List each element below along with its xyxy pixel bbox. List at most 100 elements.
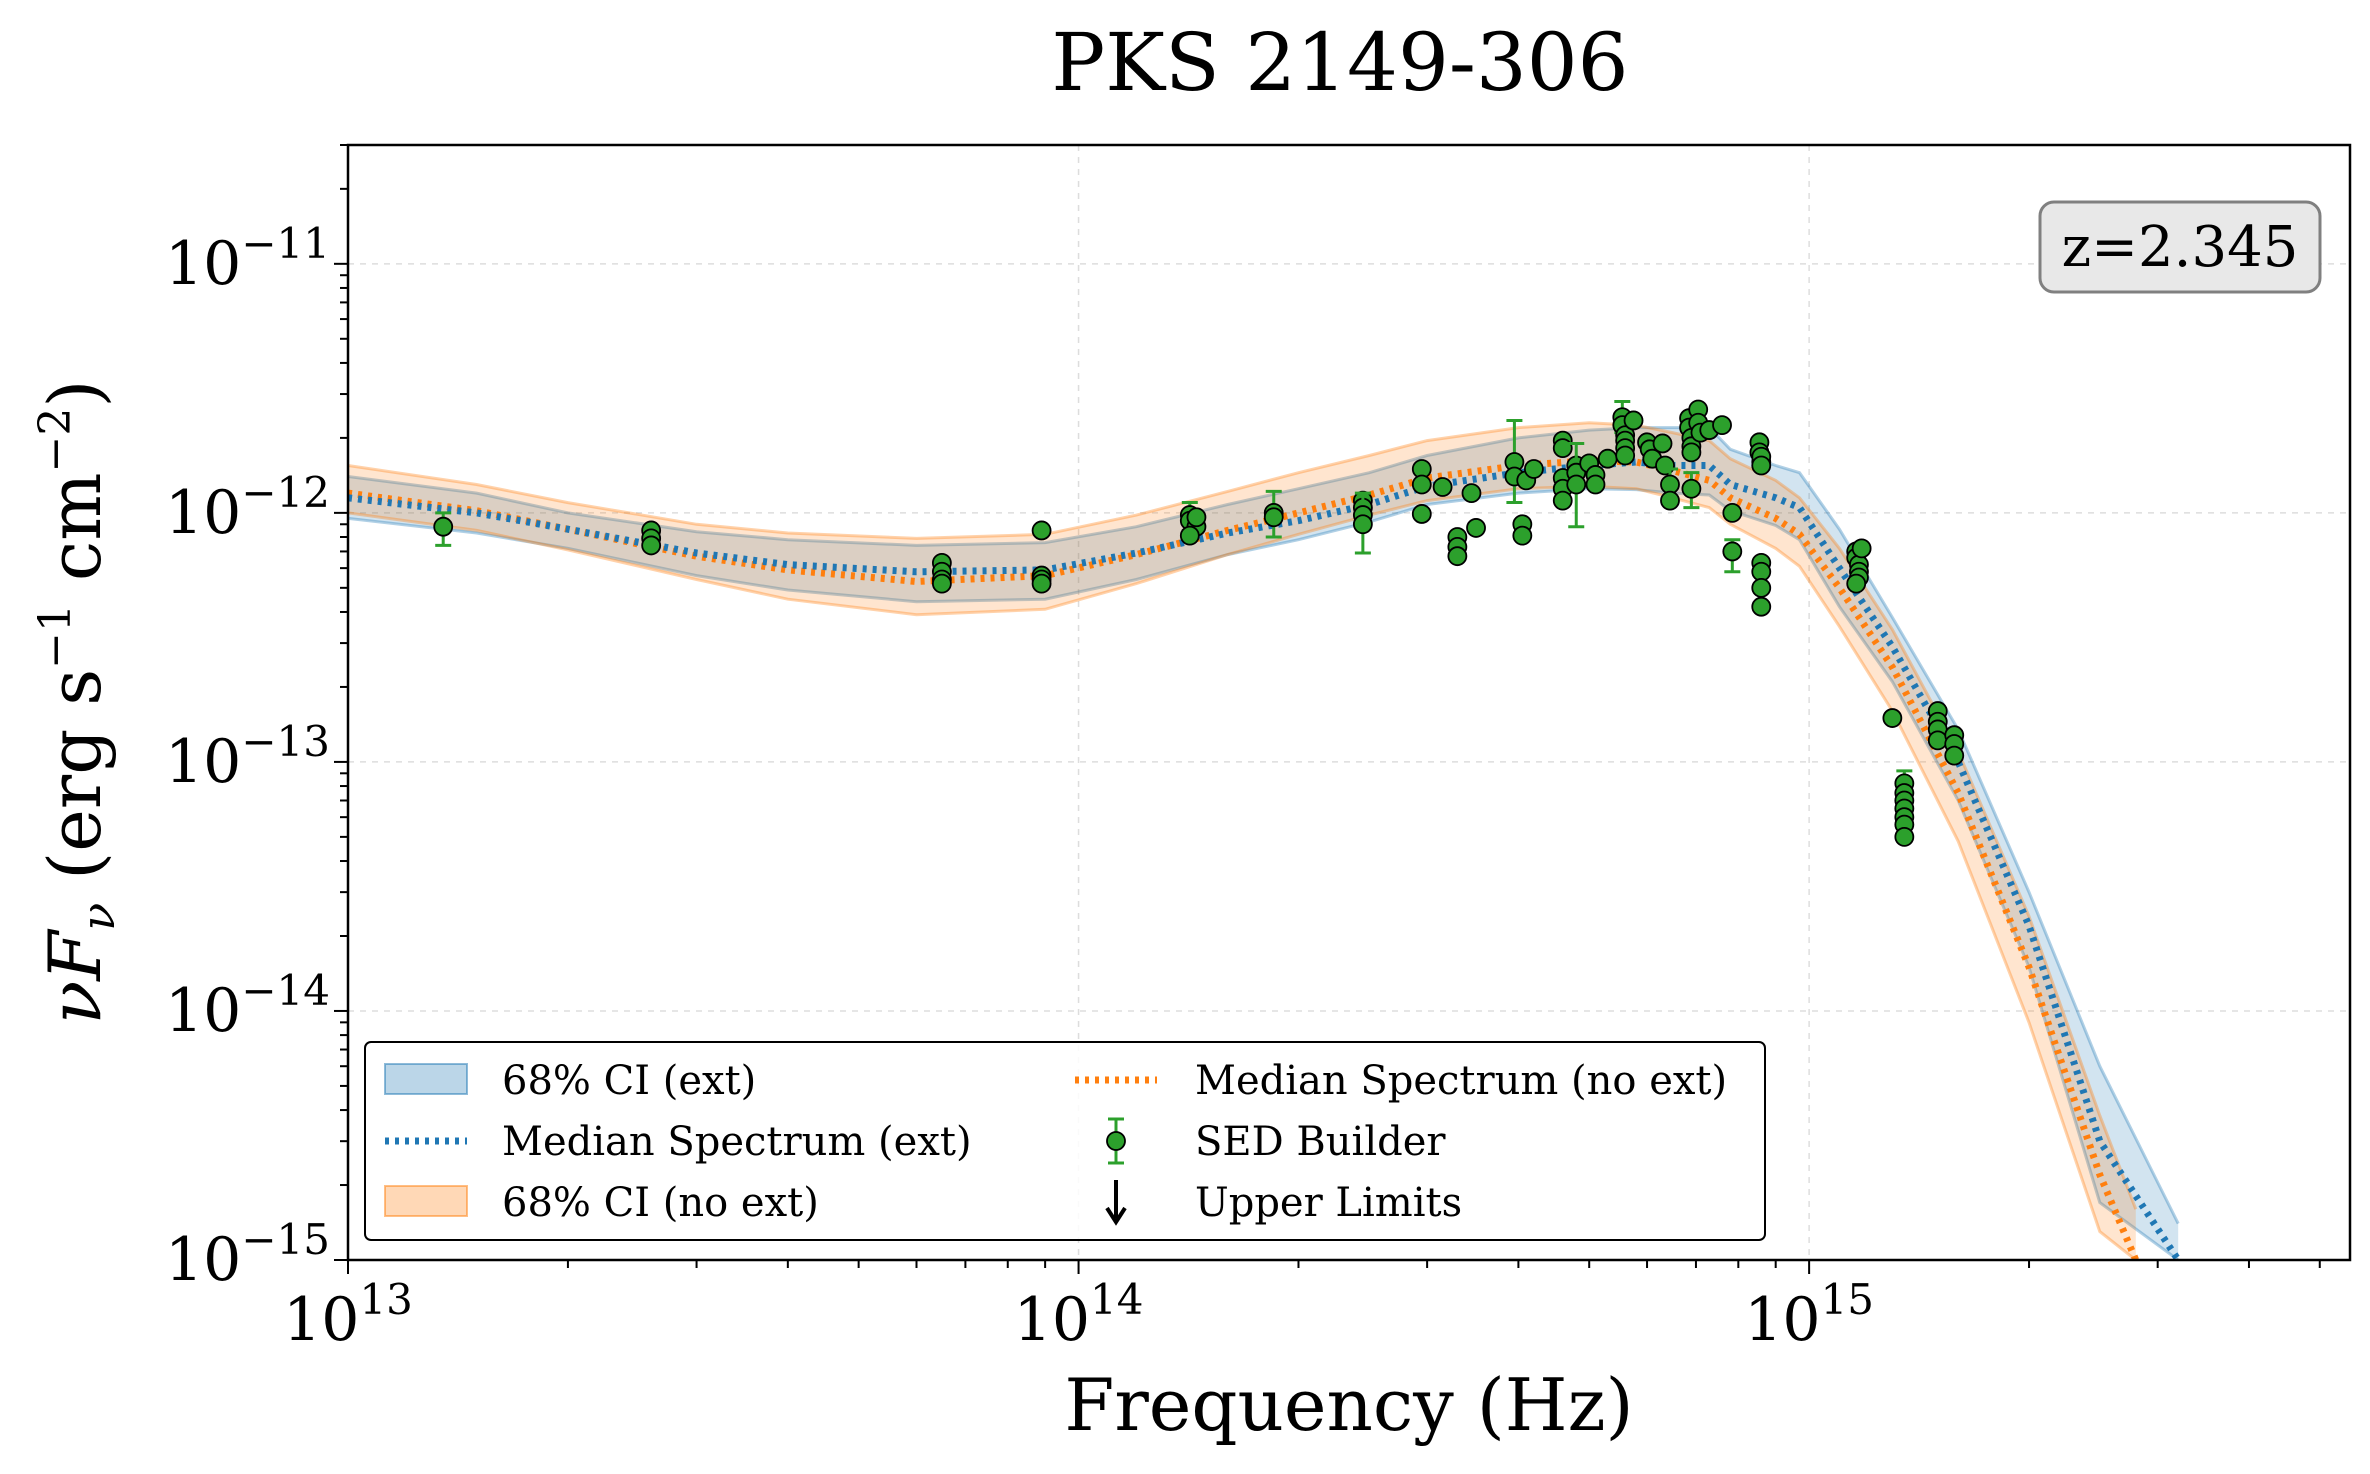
sed-point [1927, 730, 1948, 751]
sed-point [1615, 445, 1636, 466]
sed-marker [1712, 415, 1732, 436]
sed-point [1751, 455, 1772, 476]
legend-entry: SED Builder [1106, 1117, 1446, 1165]
sed-marker [1623, 410, 1644, 431]
sed-point [1411, 474, 1432, 495]
y-label-nuf: νF [33, 928, 117, 1025]
sed-marker [1681, 442, 1702, 463]
legend-patch [384, 1063, 468, 1095]
sed-marker [1552, 438, 1573, 458]
median-spectra [348, 457, 2182, 1260]
x-tick-labels: 1013 1014 1015 [283, 1275, 1874, 1355]
sed-point [1352, 514, 1373, 535]
sed-marker [1927, 730, 1948, 751]
legend-label: 68% CI (ext) [502, 1058, 756, 1104]
sed-point [1179, 525, 1200, 546]
sed-marker [1597, 448, 1618, 469]
sed-point [1681, 442, 1702, 463]
sed-marker [1751, 577, 1772, 598]
y-label-rest: (erg s [33, 669, 117, 903]
legend-label: 68% CI (no ext) [502, 1180, 819, 1226]
sed-marker [1432, 477, 1453, 497]
sed-point [1722, 538, 1743, 574]
sed-marker [1882, 708, 1903, 728]
sed-marker [1722, 541, 1743, 562]
sed-marker [1552, 490, 1573, 511]
sed-point [1751, 596, 1772, 617]
ci-band-ext [348, 427, 2179, 1260]
legend-marker [1106, 1131, 1126, 1151]
sed-point [1432, 477, 1453, 497]
ci-band-noext [348, 422, 2136, 1260]
sed-point [1882, 708, 1903, 728]
sed-point [1597, 448, 1618, 469]
sed-point [1263, 507, 1284, 528]
sed-point [1751, 577, 1772, 598]
legend-label: Upper Limits [1195, 1180, 1462, 1226]
sed-marker [1615, 445, 1636, 466]
sed-marker [1179, 525, 1200, 546]
sed-marker [1652, 433, 1673, 454]
sed-point [1552, 490, 1573, 511]
y-tick-label: 10−12 [165, 468, 330, 548]
sed-marker [1512, 525, 1533, 546]
sed-marker [1186, 507, 1207, 528]
y-tick-labels: 10−15 10−14 10−13 10−12 10−11 [165, 219, 330, 1295]
sed-marker [1031, 573, 1052, 594]
sed-marker [1585, 474, 1606, 495]
sed-marker [1031, 520, 1052, 541]
sed-point [1031, 520, 1052, 541]
sed-point [1552, 438, 1573, 458]
sed-marker [1681, 478, 1702, 499]
sed-marker [1411, 504, 1432, 524]
sed-point [1466, 518, 1486, 538]
sed-marker [433, 516, 454, 537]
sed-point [1681, 471, 1702, 510]
legend-patch [384, 1185, 468, 1217]
legend-entry: Upper Limits [1105, 1180, 1462, 1226]
y-tick-label: 10−14 [165, 966, 330, 1046]
sed-point [641, 535, 662, 556]
sed-marker [1411, 474, 1432, 495]
axis-ticks [334, 144, 2321, 1274]
redshift-text: z=2.345 [2062, 215, 2299, 280]
legend-entries: 68% CI (ext) Median Spectrum (ext) 68% CI … [384, 1058, 1727, 1226]
legend-arrow-head [1105, 1206, 1127, 1226]
confidence-bands [348, 421, 2180, 1260]
sed-marker [1851, 538, 1872, 559]
legend: 68% CI (ext) Median Spectrum (ext) 68% CI … [364, 1041, 1766, 1241]
legend-entry: 68% CI (ext) [384, 1058, 756, 1104]
sed-point [1722, 502, 1743, 523]
sed-point [1846, 573, 1867, 594]
sed-point [1623, 410, 1644, 431]
sed-point [1660, 490, 1680, 511]
plot-frame [346, 143, 2352, 1262]
x-tick-label: 1015 [1744, 1275, 1874, 1355]
sed-point [1851, 538, 1872, 559]
sed-point [1512, 525, 1533, 546]
ci-upper-ext [348, 426, 2180, 1225]
y-label-mid: cm [33, 472, 117, 603]
y-label-exp2: −2 [30, 408, 81, 473]
sed-marker [1846, 573, 1867, 594]
legend-label: Median Spectrum (no ext) [1195, 1058, 1727, 1104]
sed-marker [1461, 483, 1482, 504]
sed-point [1411, 504, 1432, 524]
sed-point [1944, 745, 1965, 766]
sed-marker [1263, 507, 1284, 528]
sed-point [1447, 546, 1468, 567]
y-tick-label: 10−15 [165, 1215, 330, 1295]
x-tick-label: 1013 [283, 1275, 413, 1355]
sed-point [1523, 459, 1544, 479]
sed-marker [1566, 474, 1587, 495]
legend-entry: Median Spectrum (ext) [385, 1119, 972, 1165]
redshift-annotation: z=2.345 [2038, 200, 2322, 294]
legend-entry: 68% CI (no ext) [384, 1180, 819, 1226]
sed-point [1186, 507, 1207, 528]
y-tick-label: 10−13 [165, 717, 330, 797]
sed-marker [1751, 596, 1772, 617]
sed-marker [1944, 745, 1965, 766]
sed-marker [1523, 459, 1544, 479]
sed-marker [1466, 518, 1486, 538]
